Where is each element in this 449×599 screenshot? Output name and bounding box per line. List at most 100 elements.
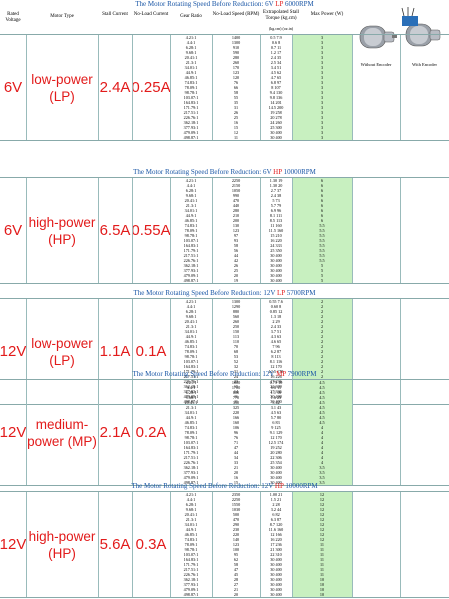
no-load-speed: 95 (233, 552, 239, 557)
section-title-suffix: 5700RPM (284, 289, 316, 297)
no-load-speed: 230 (232, 527, 240, 532)
table-row: 9.68:1 990 2.4 38 6 (170, 193, 352, 198)
stall-torque: 30 400 (270, 258, 282, 263)
table-row: 9.68:1 560 1.3 18 2 (170, 314, 352, 319)
power-cell-bg (292, 203, 352, 208)
max-power: 3 (320, 120, 324, 125)
table-row: 164.83:1 62 30 400 11 (170, 557, 352, 562)
max-power: 12 (319, 527, 325, 532)
gear-ratio: 171.79:1 (183, 248, 199, 253)
power-cell-bg (292, 304, 352, 309)
gear-ratio: 4.4:1 (186, 385, 196, 390)
col-rated-voltage: Rated Voltage (5, 12, 21, 23)
stall-torque: 6 82 (272, 512, 280, 517)
table-row: 6.28:1 880 0.85 12 2 (170, 309, 352, 314)
table-row: 103.07:1 71 12.5 174 4 (170, 440, 352, 445)
no-load-speed: 56 (233, 248, 239, 253)
no-load-speed: 440 (232, 203, 240, 208)
stall-torque: 22 310 (270, 552, 282, 557)
gear-ratio: 78.09:1 (184, 85, 198, 90)
power-cell-bg (292, 60, 352, 65)
grid-line (170, 380, 171, 485)
table-row: 9.68:1 770 1.6 23 4.5 (170, 395, 352, 400)
stall-torque: 20 280 (270, 450, 282, 455)
max-power: 12 (319, 512, 325, 517)
grid-line (98, 380, 99, 485)
table-row: 479.09:1 16 30 400 3.5 (170, 475, 352, 480)
stall-torque: 0.60 8 (270, 304, 282, 309)
gear-ratio: 4.21:1 (185, 492, 197, 497)
gear-ratio: 9.68:1 (185, 314, 197, 319)
gear-ratio: 217.51:1 (183, 374, 199, 379)
stall-current: 6.5A (99, 222, 131, 239)
grid-line (132, 35, 133, 140)
no-load-speed: 53 (233, 354, 239, 359)
grid-line (26, 492, 27, 597)
stall-torque: 25 350 (270, 248, 282, 253)
max-power: 3 (320, 65, 324, 70)
table-row: 4.21:1 2250 1.30 19 6 (170, 178, 352, 183)
stall-torque: 30 400 (270, 587, 282, 592)
stall-torque: 6.2 87 (270, 349, 282, 354)
no-load-speed: 44 (233, 253, 239, 258)
no-load-speed: 2250 (231, 178, 241, 183)
grid-line (352, 299, 353, 404)
table-row: 217.51:1 34 22 306 4 (170, 455, 352, 460)
stall-torque: 24 260 (270, 120, 282, 125)
stall-torque: 2.4 33 (270, 324, 282, 329)
gear-ratio: 164.83:1 (183, 364, 199, 369)
section-title-prefix: The Motor Rotating Speed Before Reductio… (131, 482, 275, 490)
gear-ratio: 217.51:1 (183, 567, 199, 572)
stall-torque: 12 166 (270, 532, 282, 537)
section-title-prefix: The Motor Rotating Speed Before Reductio… (133, 168, 274, 176)
table-row: 9.68:1 590 1.2 17 3 (170, 50, 352, 55)
table-row: 171.79:1 58 30 400 11 (170, 562, 352, 567)
power-cell-bg (292, 517, 352, 522)
power-cell-bg (292, 470, 352, 475)
stall-torque: 12 170 (270, 435, 282, 440)
section-title-variant: HP (274, 482, 284, 490)
stall-torque: 30 400 (270, 567, 282, 572)
stall-torque: 30 400 (270, 273, 282, 278)
power-cell-bg (292, 35, 352, 40)
stall-torque: 2.4 38 (270, 193, 282, 198)
stall-torque: 17 236 (270, 379, 282, 384)
no-load-speed: 33 (233, 460, 239, 465)
stall-torque: 24 333 (270, 243, 282, 248)
stall-torque: 30 400 (270, 278, 282, 283)
gear-ratio: 20.41:1 (184, 400, 198, 405)
stall-torque: 16 220 (270, 238, 282, 243)
col-stall-torque-units: (kg.cm) (oz.in) (268, 26, 294, 31)
no-load-speed: 21 (233, 587, 239, 592)
stall-torque: 8.7 120 (269, 522, 283, 527)
stall-torque: 30 400 (270, 465, 282, 470)
gear-ratio: 98.78:1 (184, 90, 198, 95)
no-load-speed: 280 (232, 208, 240, 213)
gear-ratio: 74.83:1 (184, 223, 198, 228)
no-load-speed: 123 (232, 228, 240, 233)
power-cell-bg (292, 273, 352, 278)
power-cell-bg (292, 183, 352, 188)
power-cell-bg (292, 349, 352, 354)
stall-torque: 8 107 (271, 85, 281, 90)
table-row: 44.9:1 113 4.3 63 2 (170, 334, 352, 339)
table-row: 217.51:1 44 30 400 5.5 (170, 253, 352, 258)
stall-torque: 16 226 (270, 374, 282, 379)
grid-line (212, 380, 213, 485)
table-row: 377.93:1 25 30 400 5 (170, 268, 352, 273)
gear-ratio: 34.01:1 (184, 522, 198, 527)
stall-torque: 22 309 (270, 384, 282, 389)
stall-torque: 30 400 (270, 557, 282, 562)
table-row: 4.4:1 1700 0.8 11 4.5 (170, 385, 352, 390)
max-power: 4 (320, 440, 324, 445)
stall-current: 5.6A (99, 536, 131, 553)
stall-torque: 19 258 (270, 110, 282, 115)
gear-table: 4.21:1 1400 0.5 7.9 3 4.4:1 1300 0.6 8 3 6.28:1 9… (170, 35, 352, 140)
max-power: 3.5 (319, 470, 325, 475)
power-cell-bg (292, 475, 352, 480)
power-cell-bg (292, 329, 352, 334)
no-load-speed: 160 (232, 420, 240, 425)
no-load-speed: 2350 (231, 492, 241, 497)
table-row: 171.79:1 56 25 350 5.5 (170, 248, 352, 253)
table-row: 46.85:1 120 4.7 65 3 (170, 75, 352, 80)
